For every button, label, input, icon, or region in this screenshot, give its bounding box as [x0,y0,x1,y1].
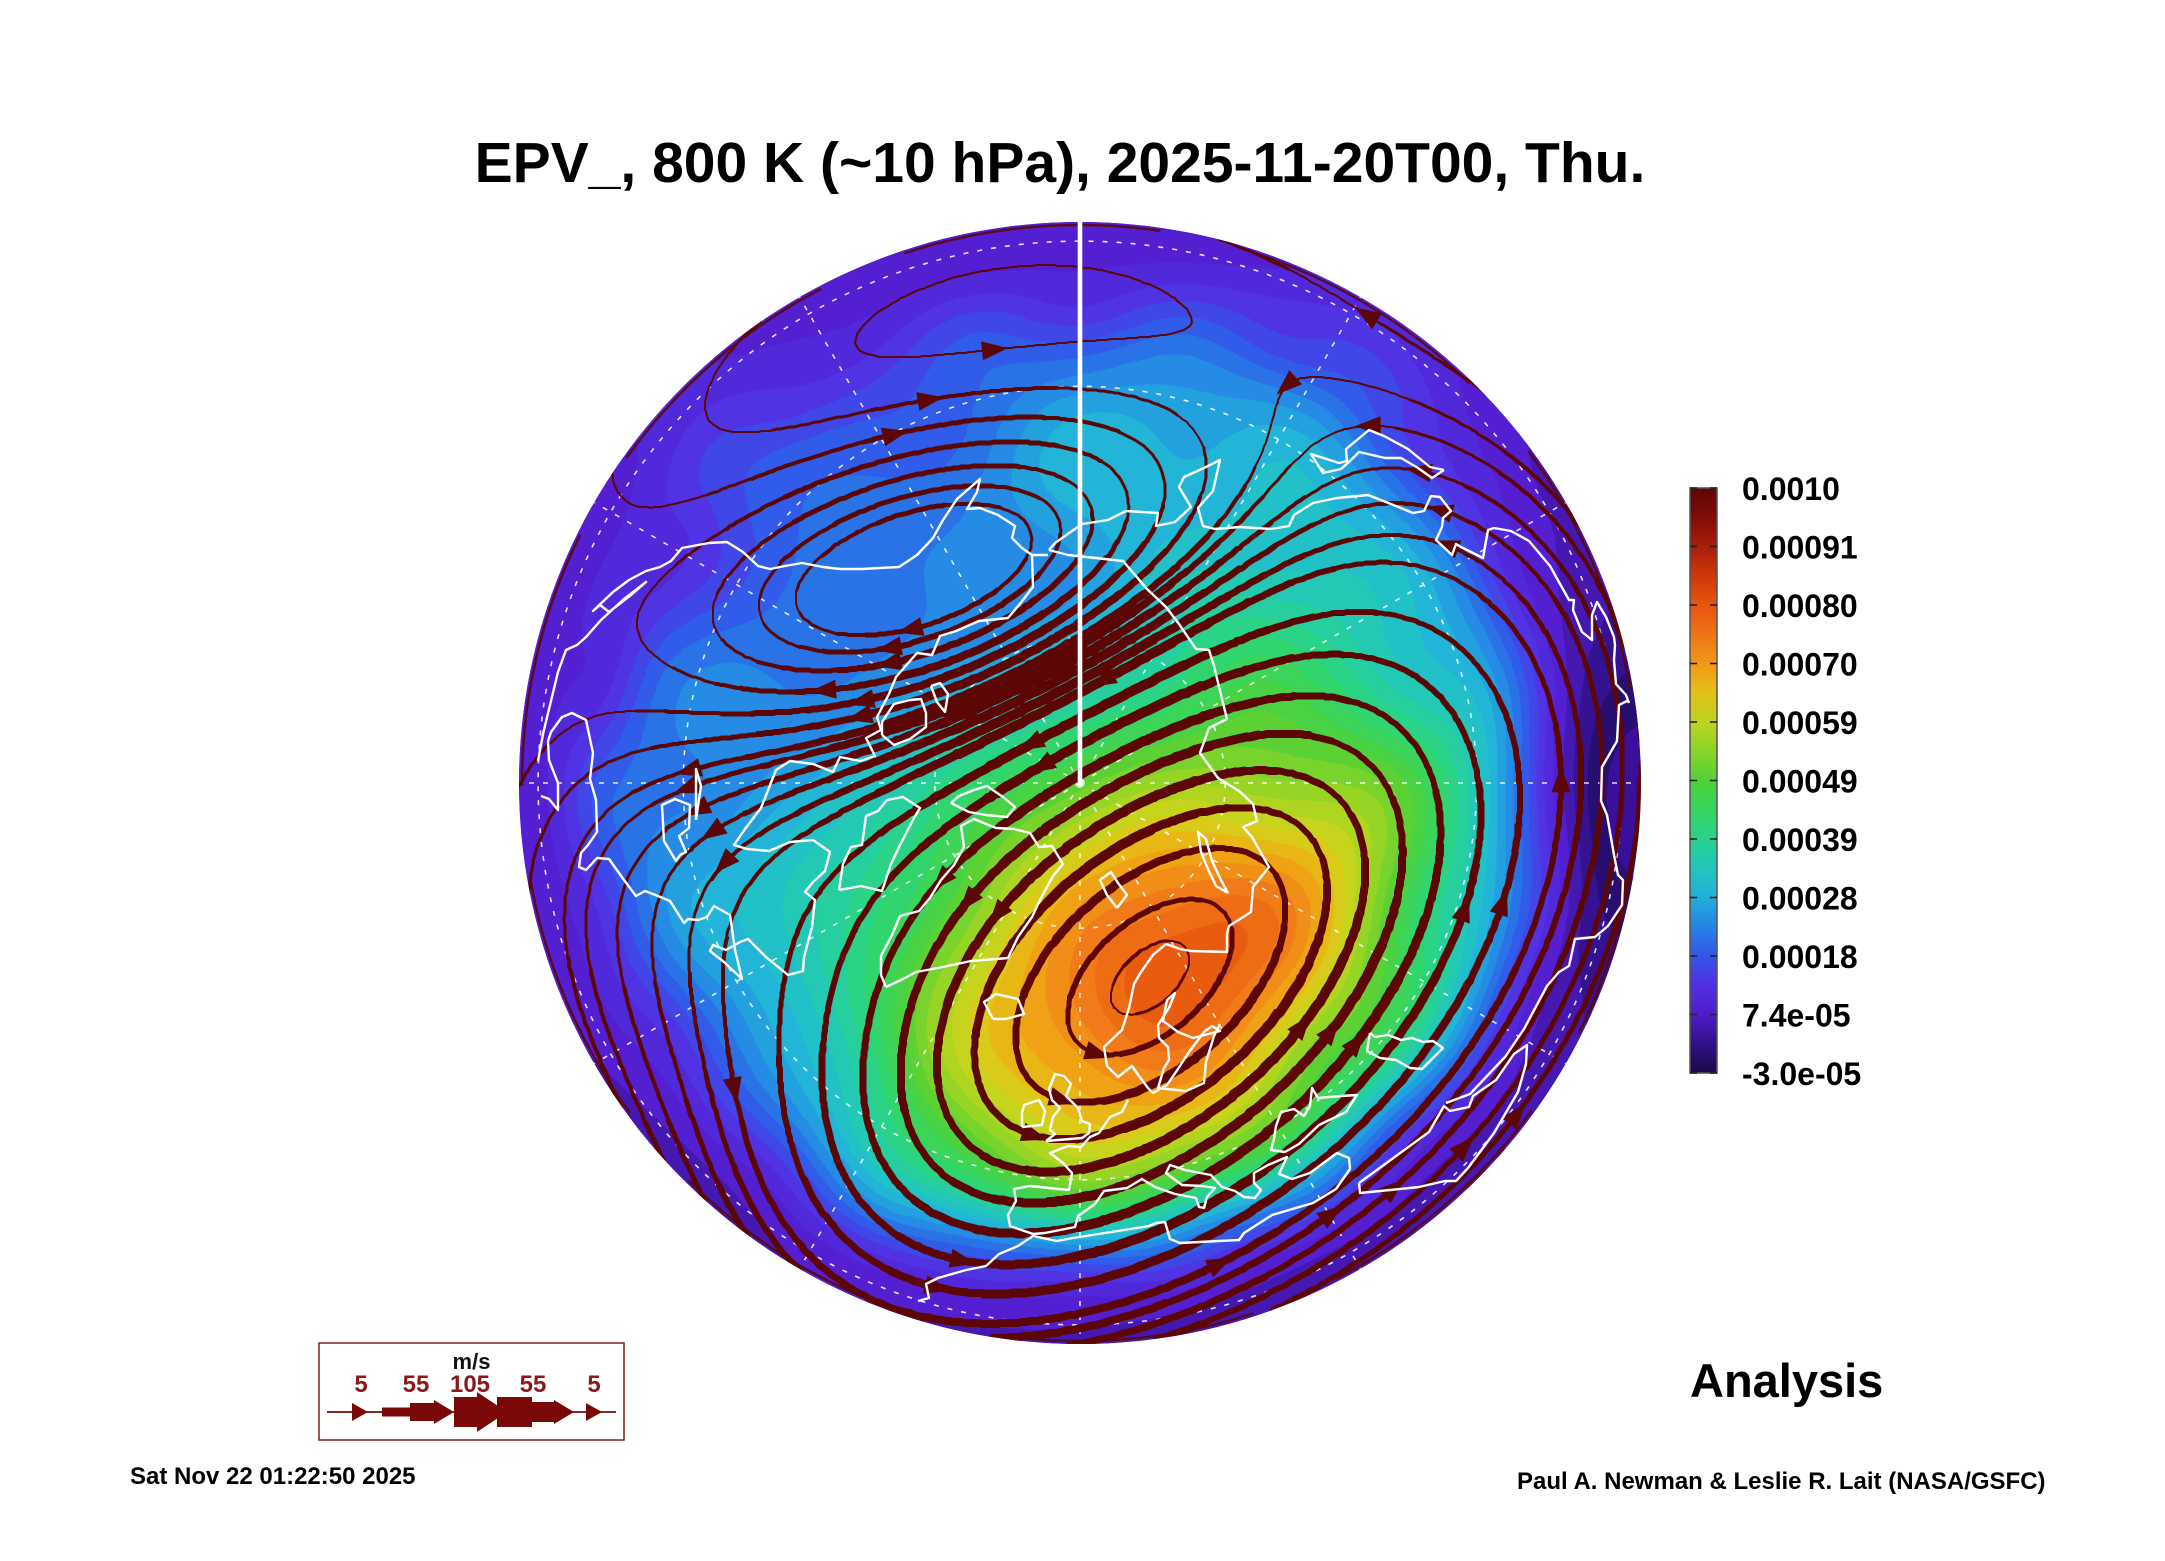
svg-text:105: 105 [450,1371,490,1398]
svg-text:0.00039: 0.00039 [1742,822,1858,858]
svg-text:55: 55 [520,1371,547,1398]
svg-text:0.00070: 0.00070 [1742,647,1858,683]
svg-text:EPV_, 800 K (~10 hPa), 2025-11: EPV_, 800 K (~10 hPa), 2025-11-20T00, Th… [475,131,1646,195]
svg-text:5: 5 [354,1371,367,1398]
svg-text:5: 5 [587,1371,600,1398]
svg-text:0.00059: 0.00059 [1742,705,1858,741]
svg-text:0.00018: 0.00018 [1742,939,1858,975]
svg-text:0.00028: 0.00028 [1742,881,1858,917]
svg-text:Analysis: Analysis [1690,1354,1883,1407]
svg-text:0.00080: 0.00080 [1742,588,1858,624]
svg-text:Paul A. Newman & Leslie R. Lai: Paul A. Newman & Leslie R. Lait (NASA/GS… [1517,1468,2046,1495]
svg-text:Sat Nov 22 01:22:50 2025: Sat Nov 22 01:22:50 2025 [130,1463,416,1490]
svg-text:-3.0e-05: -3.0e-05 [1742,1056,1861,1092]
svg-text:0.0010: 0.0010 [1742,471,1840,507]
svg-text:7.4e-05: 7.4e-05 [1742,998,1851,1034]
svg-text:m/s: m/s [453,1349,491,1374]
svg-text:0.00049: 0.00049 [1742,764,1858,800]
svg-text:0.00091: 0.00091 [1742,530,1858,566]
svg-text:55: 55 [403,1371,430,1398]
